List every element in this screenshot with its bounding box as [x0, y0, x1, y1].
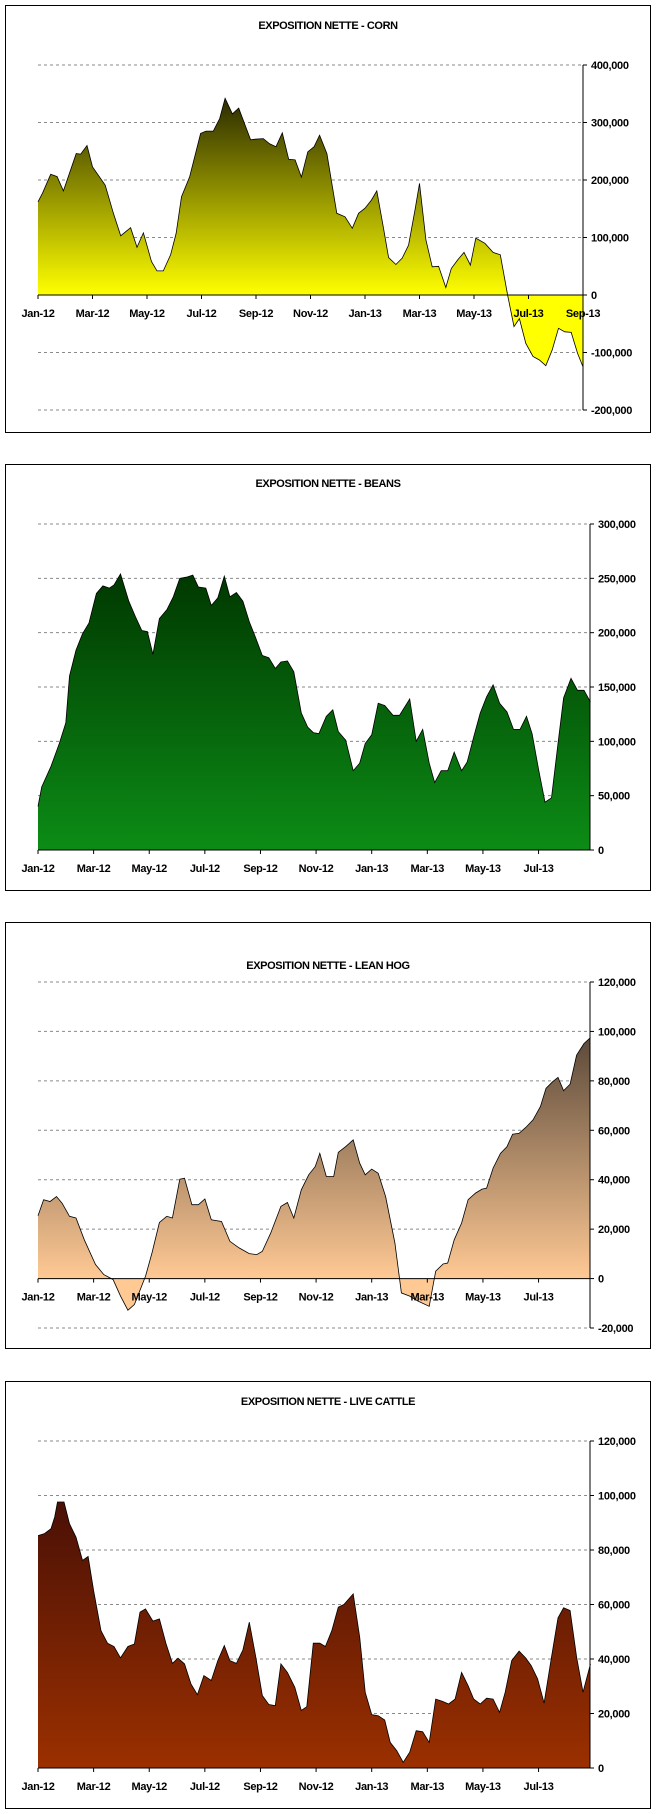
y-tick-label: 200,000 [598, 628, 636, 640]
x-tick-label: Mar-13 [403, 308, 437, 320]
x-tick-label: Jul-13 [524, 1781, 554, 1793]
x-tick-label: May-13 [465, 1292, 501, 1304]
x-tick-label: Nov-12 [299, 1781, 334, 1793]
x-tick-label: Jan-12 [21, 863, 54, 875]
y-tick-label: 250,000 [598, 573, 636, 585]
y-tick-label: 100,000 [598, 736, 636, 748]
x-tick-label: May-13 [456, 308, 492, 320]
y-tick-label: -20,000 [598, 1323, 633, 1335]
series-line [37, 97, 584, 368]
y-tick-label: 120,000 [598, 977, 636, 989]
x-tick-label: May-12 [131, 863, 167, 875]
y-tick-label: 40,000 [598, 1654, 630, 1666]
y-tick-label: 200,000 [591, 175, 629, 187]
y-tick-label: 300,000 [591, 118, 629, 130]
area-fill [38, 1037, 591, 1311]
x-tick-label: Jul-12 [190, 863, 220, 875]
y-tick-label: 40,000 [598, 1175, 630, 1187]
chart-plot: 120,000 100,000 80,000 60,000 40,000 20,000 0 J… [21, 1436, 636, 1793]
y-tick-label: 80,000 [598, 1545, 630, 1557]
x-tick-label: Jul-12 [190, 1781, 220, 1793]
y-tick-label: 100,000 [598, 1026, 636, 1038]
x-tick-label: Mar-13 [410, 1781, 444, 1793]
x-tick-label: Jul-13 [514, 308, 544, 320]
x-tick-label: May-12 [131, 1781, 167, 1793]
y-tick-label: 120,000 [598, 1436, 636, 1448]
x-tick-label: Jan-13 [355, 1781, 388, 1793]
x-tick-label: May-13 [465, 863, 501, 875]
y-tick-label: 20,000 [598, 1709, 630, 1721]
y-tick-label: 60,000 [598, 1125, 630, 1137]
y-tick-label: 400,000 [591, 60, 629, 72]
y-tick-label: 0 [591, 290, 597, 302]
y-tick-label: 300,000 [598, 519, 636, 531]
y-tick-label: 0 [598, 845, 604, 857]
x-tick-label: Sep-12 [243, 863, 277, 875]
x-tick-label: Jan-13 [348, 308, 381, 320]
x-tick-label: Jan-12 [21, 1292, 54, 1304]
area-fill [38, 98, 583, 367]
area-fill [38, 574, 591, 850]
corn-chart: EXPOSITION NETTE - CORN 400,000 300,000 20… [5, 5, 651, 433]
y-tick-label: -200,000 [591, 405, 632, 417]
x-tick-label: Jan-13 [355, 1292, 388, 1304]
x-tick-label: Sep-12 [239, 308, 273, 320]
y-tick-label: -100,000 [591, 348, 632, 360]
chart-title: EXPOSITION NETTE - BEANS [255, 478, 401, 490]
x-tick-label: Mar-12 [77, 1292, 111, 1304]
beans-chart: EXPOSITION NETTE - BEANS 300,000 250,000 2… [5, 464, 651, 891]
area-fill [38, 1502, 591, 1768]
series-line [37, 1501, 591, 1764]
x-tick-label: Jan-12 [21, 308, 54, 320]
x-tick-label: Mar-12 [77, 1781, 111, 1793]
x-tick-label: May-12 [129, 308, 165, 320]
x-tick-label: Jul-13 [524, 1292, 554, 1304]
x-tick-label: Mar-13 [410, 1292, 444, 1304]
chart-plot: 400,000 300,000 200,000 100,000 0 -100,000 -20… [21, 60, 632, 417]
x-tick-label: Mar-13 [410, 863, 444, 875]
y-tick-label: 100,000 [598, 1491, 636, 1503]
x-tick-label: May-13 [465, 1781, 501, 1793]
x-tick-label: Sep-12 [243, 1781, 277, 1793]
y-tick-label: 100,000 [591, 233, 629, 245]
y-tick-label: 80,000 [598, 1076, 630, 1088]
x-tick-label: Mar-12 [77, 863, 111, 875]
y-tick-label: 20,000 [598, 1224, 630, 1236]
x-tick-label: Sep-13 [566, 308, 600, 320]
x-tick-label: Jan-12 [21, 1781, 54, 1793]
y-tick-label: 60,000 [598, 1600, 630, 1612]
series-line [37, 1037, 591, 1311]
x-tick-label: Sep-12 [243, 1292, 277, 1304]
x-tick-label: Nov-12 [299, 863, 334, 875]
x-tick-label: Jul-13 [524, 863, 554, 875]
y-tick-label: 0 [598, 1274, 604, 1286]
y-tick-label: 50,000 [598, 791, 630, 803]
x-tick-label: Nov-12 [293, 308, 328, 320]
live-cattle-chart: EXPOSITION NETTE - LIVE CATTLE 120,000 10… [5, 1381, 651, 1809]
lean-hog-chart: EXPOSITION NETTE - LEAN HOG 120,000 100,0… [5, 922, 651, 1349]
x-tick-label: Jul-12 [187, 308, 217, 320]
chart-title: EXPOSITION NETTE - LIVE CATTLE [240, 1396, 416, 1408]
chart-plot: 120,000 100,000 80,000 60,000 40,000 20,000 0 -… [21, 977, 636, 1335]
y-tick-label: 150,000 [598, 682, 636, 694]
series-line [37, 573, 591, 807]
x-tick-label: Jan-13 [355, 863, 388, 875]
chart-title: EXPOSITION NETTE - CORN [258, 20, 398, 32]
x-tick-label: Nov-12 [299, 1292, 334, 1304]
y-tick-label: 0 [598, 1763, 604, 1775]
chart-title: EXPOSITION NETTE - LEAN HOG [246, 960, 410, 972]
x-tick-label: May-12 [131, 1292, 167, 1304]
x-tick-label: Jul-12 [190, 1292, 220, 1304]
x-tick-label: Mar-12 [76, 308, 110, 320]
chart-plot: 300,000 250,000 200,000 150,000 100,000 50,00… [21, 519, 636, 875]
